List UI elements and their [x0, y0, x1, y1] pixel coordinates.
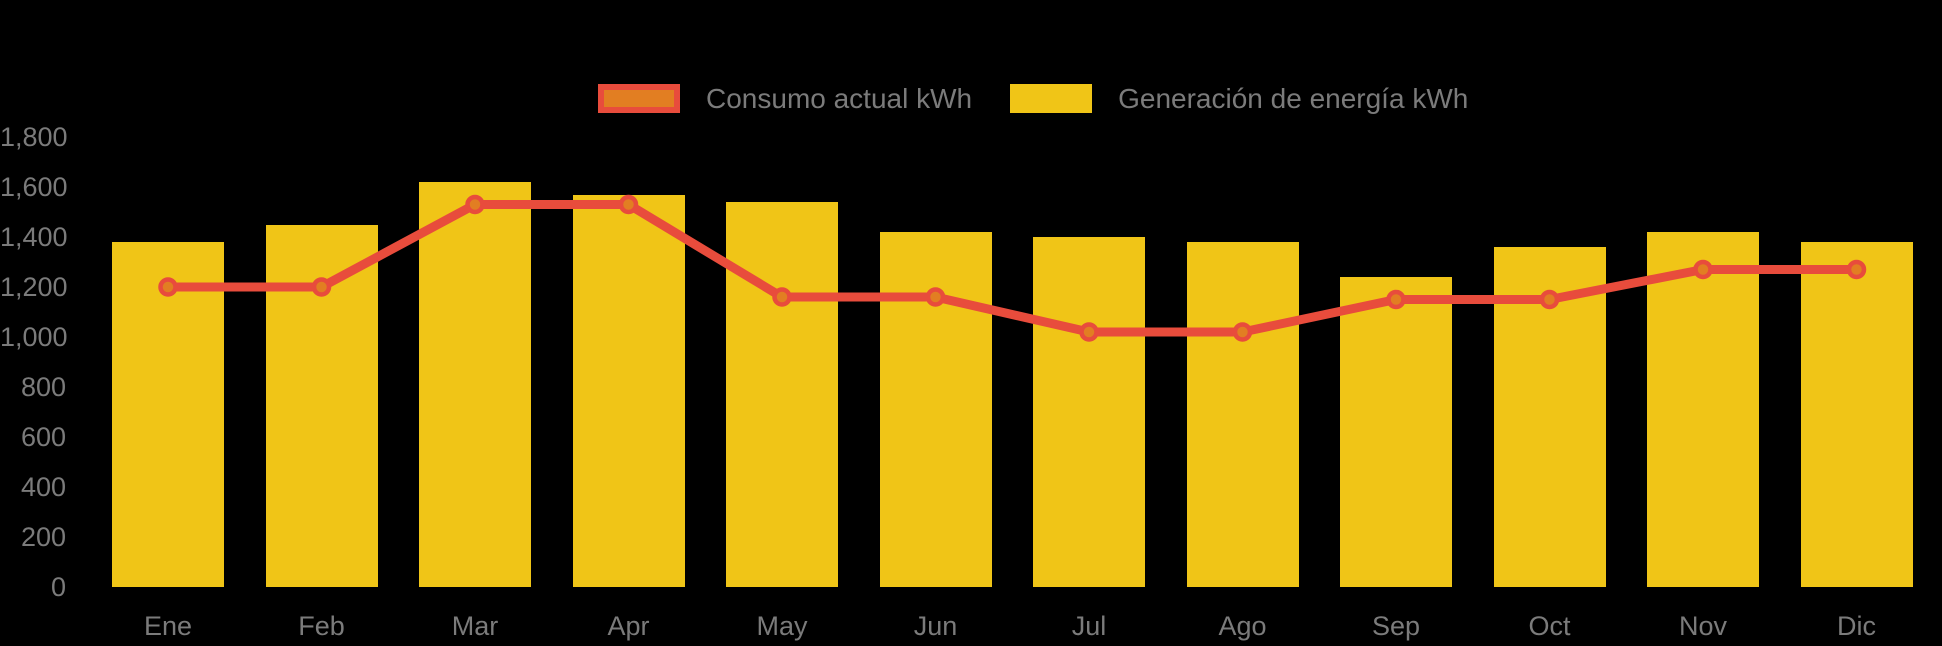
- bar-mar: [419, 182, 531, 587]
- x-axis-label-ene: Ene: [143, 611, 193, 641]
- y-axis-tick-label: 1,400: [0, 222, 68, 252]
- x-axis-label-oct: Oct: [1528, 611, 1571, 641]
- legend-swatch-generacion-icon: [1010, 84, 1093, 113]
- x-axis-label-jul: Jul: [1071, 611, 1107, 641]
- bar-nov: [1647, 232, 1759, 587]
- bar-may: [726, 202, 838, 587]
- x-axis-label-mar: Mar: [451, 611, 499, 641]
- x-axis-label-ago: Ago: [1218, 611, 1267, 641]
- y-axis-tick-label: 1,200: [0, 272, 68, 302]
- bar-ago: [1186, 242, 1299, 587]
- legend-item-consumo[interactable]: Consumo actual kWh: [598, 84, 972, 113]
- x-axis-label-may: May: [756, 611, 808, 641]
- x-axis-label-apr: Apr: [607, 611, 650, 641]
- chart-legend: Consumo actual kWh Generación de energía…: [598, 84, 1468, 113]
- bar-sep: [1340, 277, 1452, 587]
- bar-jun: [879, 232, 992, 587]
- y-axis-tick-label: 1,800: [0, 122, 68, 152]
- y-axis-tick-label: 1,600: [0, 172, 68, 202]
- bar-feb: [265, 224, 378, 587]
- y-axis-tick-label: 0: [50, 572, 66, 602]
- x-axis-label-feb: Feb: [298, 611, 345, 641]
- y-axis-tick-label: 1,000: [0, 322, 68, 352]
- y-axis-tick-label: 200: [20, 522, 66, 552]
- y-axis-tick-label: 600: [20, 422, 66, 452]
- bar-oct: [1493, 247, 1606, 587]
- bar-jul: [1033, 237, 1145, 587]
- x-axis-label-dic: Dic: [1837, 611, 1876, 641]
- legend-swatch-consumo-icon: [598, 84, 680, 113]
- x-axis-label-sep: Sep: [1371, 611, 1421, 641]
- x-axis-label-jun: Jun: [913, 611, 958, 641]
- x-axis-label-nov: Nov: [1678, 611, 1727, 641]
- legend-label-consumo: Consumo actual kWh: [706, 83, 973, 114]
- y-axis-tick-label: 800: [20, 372, 66, 402]
- bar-ene: [112, 242, 224, 587]
- y-axis-tick-label: 400: [20, 472, 66, 502]
- legend-label-generacion: Generación de energía kWh: [1118, 83, 1469, 114]
- legend-item-generacion[interactable]: Generación de energía kWh: [1010, 84, 1468, 113]
- bar-dic: [1800, 242, 1913, 587]
- bar-apr: [572, 194, 685, 587]
